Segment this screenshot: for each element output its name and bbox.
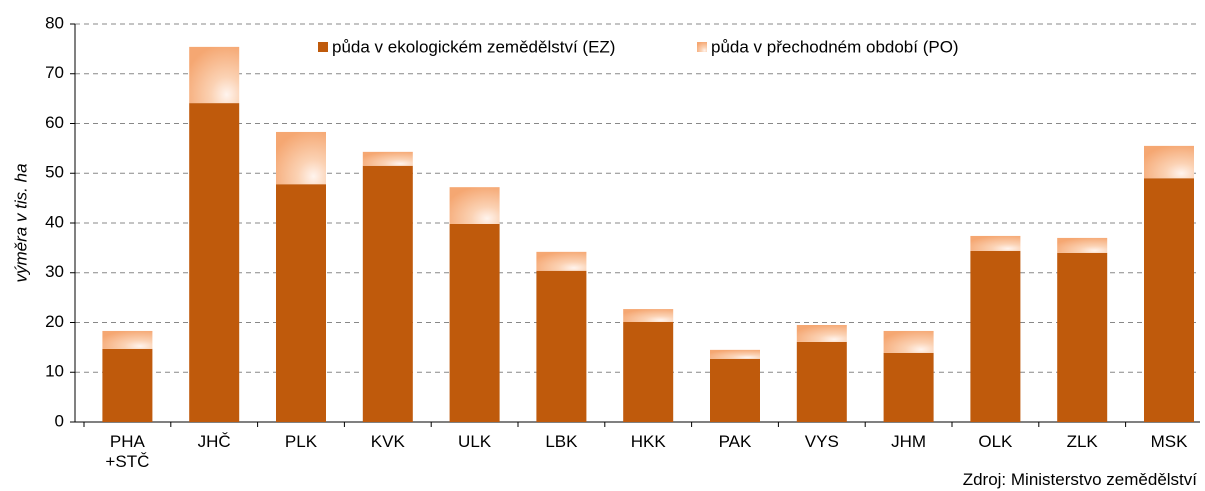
bar-segment [1144, 145, 1194, 179]
bar-segment [796, 324, 847, 342]
legend-label: půda v přechodném období (PO) [711, 37, 959, 56]
bar-segment [362, 165, 413, 422]
bar-segment [189, 103, 240, 422]
bar-segment [189, 46, 240, 104]
bar-segment [883, 352, 934, 422]
bar-segment [449, 187, 500, 224]
bar-segment [1057, 252, 1108, 422]
legend-label: půda v ekologickém zemědělství (EZ) [332, 37, 615, 56]
x-tick-label: LBK [545, 432, 578, 451]
bar-segment [276, 131, 326, 185]
legend-swatch [318, 42, 328, 52]
x-tick-label: PAK [718, 432, 752, 451]
bar-segment [796, 341, 847, 422]
x-tick-label: PHA +STČ [105, 432, 150, 471]
bar-segment [1057, 237, 1108, 253]
bar-segment [536, 270, 587, 422]
bar-segment [102, 330, 153, 349]
bar-segment [276, 184, 326, 422]
y-tick-label: 50 [45, 163, 64, 182]
bar-segment [102, 348, 153, 422]
x-tick-label: JHM [891, 432, 927, 451]
bar-segment [536, 251, 587, 271]
bar-segment [1144, 178, 1194, 422]
y-tick-label: 10 [45, 362, 64, 381]
bar-segment [710, 349, 760, 359]
bar-segment [970, 235, 1021, 251]
bar-segment [623, 309, 674, 323]
y-axis-label: výměra v tis. ha [11, 163, 30, 282]
y-tick-label: 30 [45, 262, 64, 281]
x-tick-label: OLK [978, 432, 1013, 451]
y-tick-label: 80 [45, 13, 64, 32]
x-tick-label: HKK [630, 432, 666, 451]
bar-segment [623, 322, 674, 422]
x-tick-label: PLK [284, 432, 318, 451]
bar-segment [449, 223, 500, 422]
x-tick-label: ULK [458, 432, 492, 451]
y-tick-label: 0 [55, 411, 64, 430]
x-tick-label: KVK [370, 432, 405, 451]
x-tick-label: JHČ [197, 432, 231, 451]
x-tick-label: ZLK [1066, 432, 1098, 451]
x-tick-label: VYS [804, 432, 839, 451]
y-tick-label: 40 [45, 212, 64, 231]
bar-segment [710, 358, 760, 422]
source: Zdroj: Ministerstvo zemědělství [962, 470, 1197, 489]
y-tick-label: 60 [45, 113, 64, 132]
bar-segment [883, 330, 934, 353]
legend-swatch [697, 42, 707, 52]
bar-segment [362, 151, 413, 166]
x-tick-label: MSK [1150, 432, 1188, 451]
bar-segment [970, 250, 1021, 422]
y-tick-label: 70 [45, 63, 64, 82]
y-tick-label: 20 [45, 312, 64, 331]
